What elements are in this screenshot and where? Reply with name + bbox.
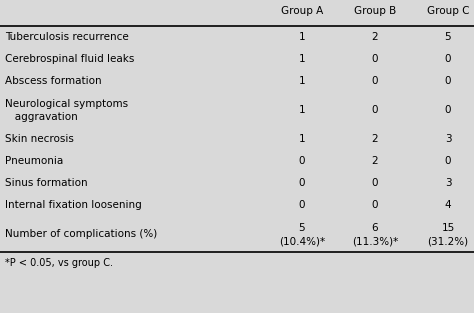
Text: 2: 2 [372, 32, 378, 42]
Text: 1: 1 [299, 54, 305, 64]
Text: Sinus formation: Sinus formation [5, 178, 88, 188]
Text: 1: 1 [299, 76, 305, 86]
Text: Group B: Group B [354, 6, 396, 16]
Text: Group A: Group A [281, 6, 323, 16]
Text: 0: 0 [299, 200, 305, 210]
Text: 0: 0 [372, 105, 378, 115]
Text: 0: 0 [372, 200, 378, 210]
Text: (31.2%): (31.2%) [428, 236, 469, 246]
Text: Number of complications (%): Number of complications (%) [5, 229, 157, 239]
Text: aggravation: aggravation [5, 112, 78, 122]
Text: 6: 6 [372, 223, 378, 233]
Text: 0: 0 [372, 54, 378, 64]
Text: (11.3%)*: (11.3%)* [352, 236, 398, 246]
Text: Neurological symptoms: Neurological symptoms [5, 99, 128, 109]
Text: 0: 0 [445, 76, 451, 86]
Text: 5: 5 [299, 223, 305, 233]
Text: 0: 0 [445, 156, 451, 166]
Text: 1: 1 [299, 134, 305, 144]
Text: 2: 2 [372, 156, 378, 166]
Text: *P < 0.05, vs group C.: *P < 0.05, vs group C. [5, 258, 113, 268]
Text: Tuberculosis recurrence: Tuberculosis recurrence [5, 32, 129, 42]
Text: 3: 3 [445, 134, 451, 144]
Text: Skin necrosis: Skin necrosis [5, 134, 74, 144]
Text: 3: 3 [445, 178, 451, 188]
Text: Group C: Group C [427, 6, 469, 16]
Text: 0: 0 [445, 54, 451, 64]
Text: Cerebrospinal fluid leaks: Cerebrospinal fluid leaks [5, 54, 134, 64]
Text: 2: 2 [372, 134, 378, 144]
Text: 0: 0 [445, 105, 451, 115]
Text: 4: 4 [445, 200, 451, 210]
Text: 0: 0 [372, 76, 378, 86]
Text: 0: 0 [372, 178, 378, 188]
Text: Abscess formation: Abscess formation [5, 76, 101, 86]
Text: Internal fixation loosening: Internal fixation loosening [5, 200, 142, 210]
Text: 15: 15 [441, 223, 455, 233]
Text: 0: 0 [299, 178, 305, 188]
Text: (10.4%)*: (10.4%)* [279, 236, 325, 246]
Text: 1: 1 [299, 32, 305, 42]
Text: 1: 1 [299, 105, 305, 115]
Text: Pneumonia: Pneumonia [5, 156, 63, 166]
Text: 5: 5 [445, 32, 451, 42]
Text: 0: 0 [299, 156, 305, 166]
